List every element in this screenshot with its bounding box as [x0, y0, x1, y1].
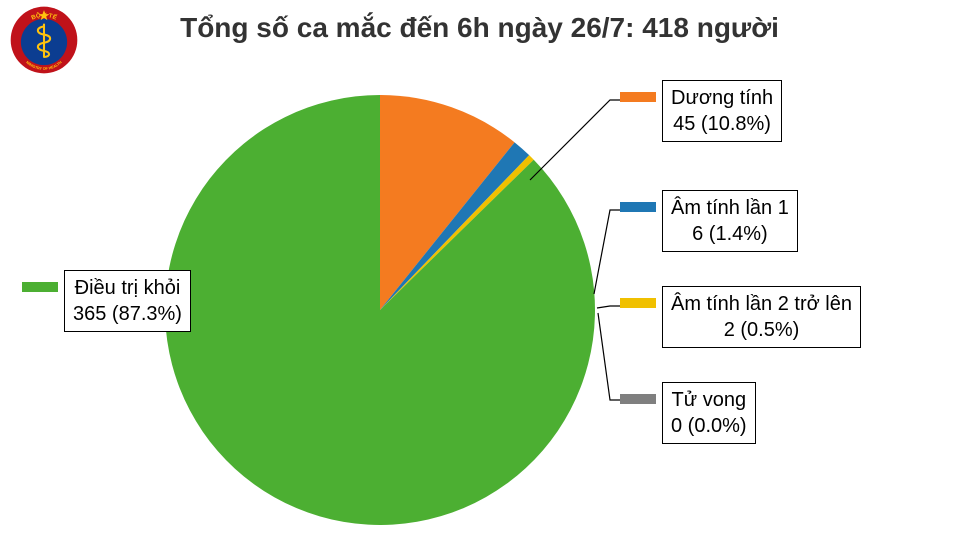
leader-duong_tinh — [530, 100, 620, 180]
callout-value-duong_tinh: 45 (10.8%) — [671, 111, 773, 137]
callout-am_tinh_2: Âm tính lần 2 trở lên2 (0.5%) — [662, 286, 861, 348]
legend-swatch-duong_tinh — [620, 92, 656, 102]
callout-value-tu_vong: 0 (0.0%) — [671, 413, 747, 439]
leader-am_tinh_2 — [597, 306, 620, 308]
callout-label-am_tinh_2: Âm tính lần 2 trở lên — [671, 291, 852, 317]
callout-tu_vong: Tử vong0 (0.0%) — [662, 382, 756, 444]
legend-swatch-am_tinh_1 — [620, 202, 656, 212]
legend-swatch-tu_vong — [620, 394, 656, 404]
callout-value-am_tinh_2: 2 (0.5%) — [671, 317, 852, 343]
callout-label-am_tinh_1: Âm tính lần 1 — [671, 195, 789, 221]
leader-am_tinh_1 — [594, 210, 620, 294]
callout-dieu_tri_khoi: Điều trị khỏi365 (87.3%) — [64, 270, 191, 332]
callout-duong_tinh: Dương tính45 (10.8%) — [662, 80, 782, 142]
leader-tu_vong — [598, 313, 620, 400]
callout-value-am_tinh_1: 6 (1.4%) — [671, 221, 789, 247]
callout-value-dieu_tri_khoi: 365 (87.3%) — [73, 301, 182, 327]
legend-swatch-am_tinh_2 — [620, 298, 656, 308]
callout-label-dieu_tri_khoi: Điều trị khỏi — [73, 275, 182, 301]
callout-label-duong_tinh: Dương tính — [671, 85, 773, 111]
callout-label-tu_vong: Tử vong — [671, 387, 747, 413]
legend-swatch-dieu_tri_khoi — [22, 282, 58, 292]
callout-am_tinh_1: Âm tính lần 16 (1.4%) — [662, 190, 798, 252]
